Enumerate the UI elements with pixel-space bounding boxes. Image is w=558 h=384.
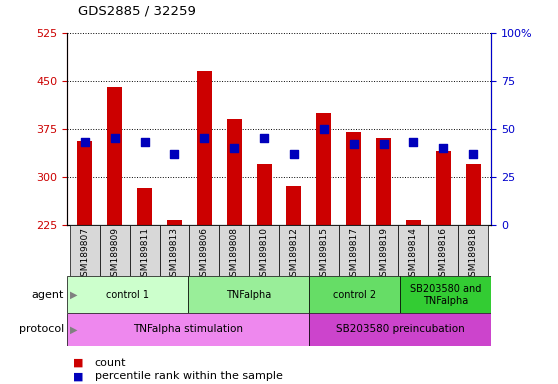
- Point: [439, 145, 448, 151]
- Text: GSM189810: GSM189810: [259, 227, 268, 282]
- Text: TNFalpha stimulation: TNFalpha stimulation: [133, 324, 243, 334]
- Text: GSM189816: GSM189816: [439, 227, 448, 282]
- Bar: [107, 87, 122, 225]
- Bar: [78, 141, 92, 225]
- Text: GSM189809: GSM189809: [110, 227, 119, 282]
- Text: GSM189815: GSM189815: [319, 227, 328, 282]
- Bar: [309, 276, 400, 313]
- Bar: [466, 164, 480, 225]
- Text: GSM189817: GSM189817: [349, 227, 358, 282]
- Bar: [160, 225, 189, 276]
- Text: GSM189807: GSM189807: [80, 227, 89, 282]
- Point: [379, 141, 388, 147]
- Point: [200, 135, 209, 141]
- Text: GSM189819: GSM189819: [379, 227, 388, 282]
- Text: ▶: ▶: [70, 290, 77, 300]
- Point: [469, 151, 478, 157]
- Text: TNFalpha: TNFalpha: [226, 290, 271, 300]
- Point: [170, 151, 179, 157]
- Bar: [406, 220, 421, 225]
- Text: GDS2885 / 32259: GDS2885 / 32259: [78, 4, 196, 17]
- Text: SB203580 and
TNFalpha: SB203580 and TNFalpha: [410, 284, 482, 306]
- Point: [230, 145, 239, 151]
- Bar: [316, 113, 331, 225]
- Bar: [67, 313, 309, 346]
- Text: GSM189812: GSM189812: [290, 227, 299, 282]
- Text: GSM189818: GSM189818: [469, 227, 478, 282]
- Bar: [458, 225, 488, 276]
- Text: control 2: control 2: [333, 290, 376, 300]
- Point: [290, 151, 299, 157]
- Bar: [339, 225, 369, 276]
- Bar: [398, 225, 429, 276]
- Text: GSM189814: GSM189814: [409, 227, 418, 282]
- Bar: [189, 225, 219, 276]
- Bar: [129, 225, 160, 276]
- Text: SB203580 preincubation: SB203580 preincubation: [336, 324, 465, 334]
- Bar: [400, 276, 491, 313]
- Bar: [100, 225, 129, 276]
- Bar: [376, 138, 391, 225]
- Text: GSM189811: GSM189811: [140, 227, 149, 282]
- Text: ■: ■: [73, 358, 83, 368]
- Point: [80, 139, 89, 145]
- Text: GSM189806: GSM189806: [200, 227, 209, 282]
- Bar: [227, 119, 242, 225]
- Text: protocol: protocol: [19, 324, 64, 334]
- Text: GSM189813: GSM189813: [170, 227, 179, 282]
- Point: [319, 126, 328, 132]
- Bar: [167, 220, 182, 225]
- Bar: [67, 276, 188, 313]
- Bar: [369, 225, 398, 276]
- Text: control 1: control 1: [106, 290, 149, 300]
- Bar: [429, 225, 458, 276]
- Bar: [197, 71, 212, 225]
- Bar: [309, 225, 339, 276]
- Bar: [249, 225, 279, 276]
- Point: [110, 135, 119, 141]
- Text: count: count: [95, 358, 126, 368]
- Text: GSM189808: GSM189808: [230, 227, 239, 282]
- Bar: [188, 276, 309, 313]
- Bar: [279, 225, 309, 276]
- Bar: [309, 313, 491, 346]
- Bar: [257, 164, 272, 225]
- Point: [349, 141, 358, 147]
- Bar: [70, 225, 100, 276]
- Bar: [286, 186, 301, 225]
- Bar: [137, 188, 152, 225]
- Text: ▶: ▶: [70, 324, 77, 334]
- Text: ■: ■: [73, 371, 83, 381]
- Bar: [346, 132, 361, 225]
- Bar: [219, 225, 249, 276]
- Point: [140, 139, 149, 145]
- Text: agent: agent: [32, 290, 64, 300]
- Text: percentile rank within the sample: percentile rank within the sample: [95, 371, 283, 381]
- Point: [409, 139, 418, 145]
- Bar: [436, 151, 451, 225]
- Point: [259, 135, 268, 141]
